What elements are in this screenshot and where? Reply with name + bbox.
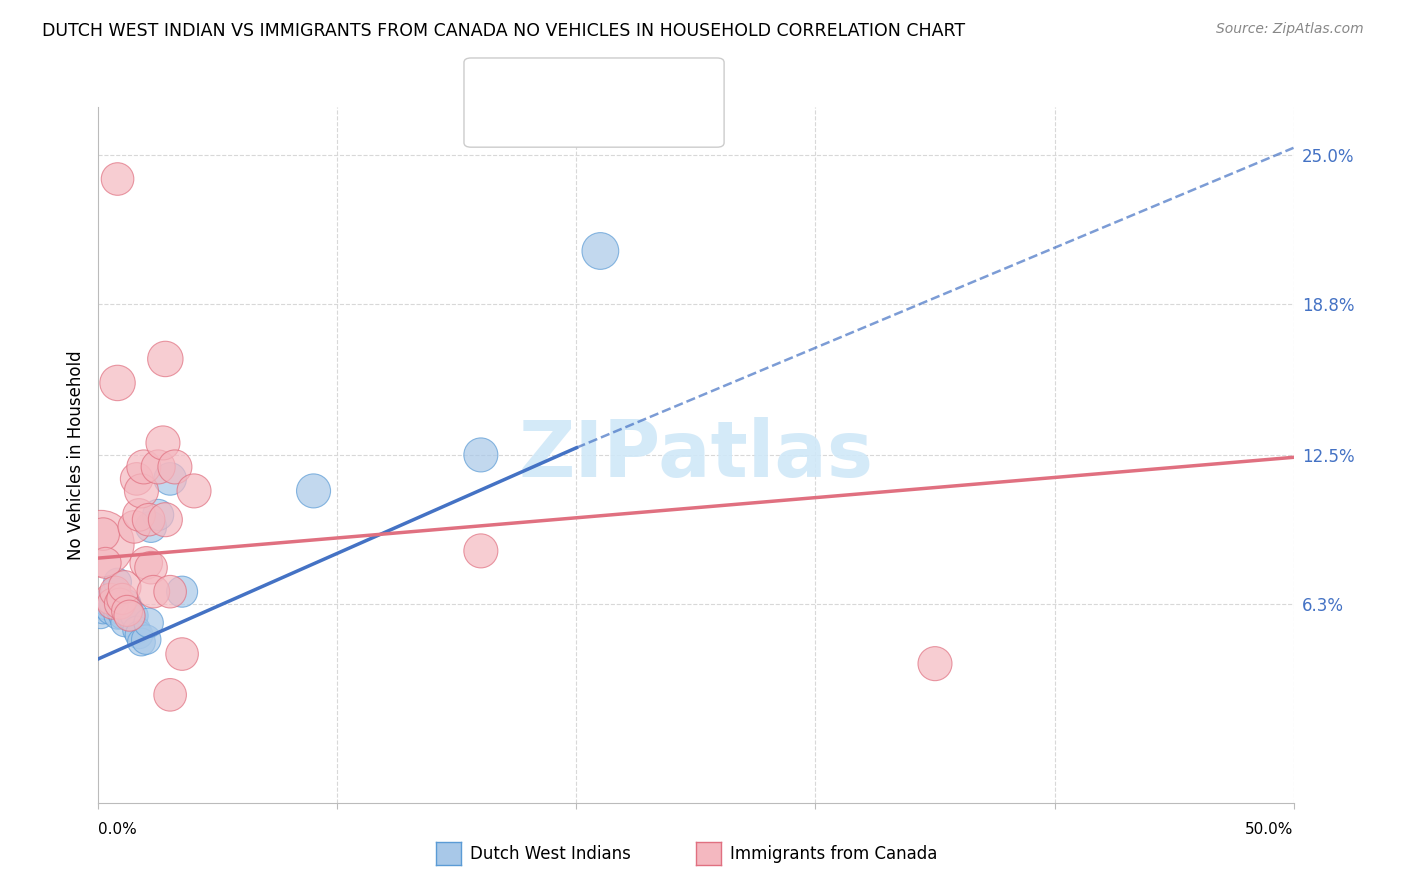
Point — [139, 520, 162, 534]
Point — [94, 599, 117, 613]
Text: 50.0%: 50.0% — [1246, 822, 1294, 837]
Point — [135, 632, 157, 647]
Text: 33: 33 — [640, 111, 661, 128]
Point — [142, 584, 165, 599]
Text: 0.0%: 0.0% — [98, 822, 138, 837]
Point — [118, 608, 141, 623]
Point — [114, 615, 136, 630]
Point — [90, 608, 112, 623]
Point — [138, 513, 160, 527]
Point — [107, 608, 129, 623]
Point — [98, 591, 122, 606]
Point — [97, 597, 120, 611]
Point — [124, 608, 146, 623]
Point — [172, 647, 194, 661]
Point — [98, 604, 122, 618]
Point — [159, 584, 181, 599]
Point — [152, 436, 174, 450]
Point — [101, 597, 124, 611]
Point — [148, 459, 170, 474]
Point — [107, 172, 129, 186]
Point — [111, 591, 134, 606]
Text: 0.365: 0.365 — [555, 77, 603, 95]
Point — [148, 508, 170, 522]
Text: R =: R = — [522, 111, 558, 128]
Point — [155, 351, 177, 366]
Point — [155, 513, 177, 527]
Point — [107, 376, 129, 390]
Point — [104, 584, 127, 599]
Text: R =: R = — [522, 77, 558, 95]
Text: 0.095: 0.095 — [555, 111, 603, 128]
Point — [159, 472, 181, 486]
Point — [118, 604, 141, 618]
Point — [111, 597, 134, 611]
Point — [159, 688, 181, 702]
Point — [104, 584, 127, 599]
Point — [128, 508, 150, 522]
Point — [589, 244, 612, 258]
Point — [470, 544, 492, 558]
Point — [924, 657, 946, 671]
Text: DUTCH WEST INDIAN VS IMMIGRANTS FROM CANADA NO VEHICLES IN HOUSEHOLD CORRELATION: DUTCH WEST INDIAN VS IMMIGRANTS FROM CAN… — [42, 22, 966, 40]
Text: Immigrants from Canada: Immigrants from Canada — [730, 845, 936, 863]
Y-axis label: No Vehicles in Household: No Vehicles in Household — [66, 350, 84, 560]
Point — [131, 635, 153, 649]
Point — [115, 604, 138, 618]
Point — [163, 459, 186, 474]
Point — [172, 584, 194, 599]
Point — [114, 580, 136, 594]
Point — [302, 483, 325, 498]
Point — [115, 597, 138, 611]
Point — [183, 483, 205, 498]
Point — [125, 623, 148, 637]
Point — [94, 556, 117, 570]
Point — [91, 527, 114, 541]
Point — [108, 597, 131, 611]
Point — [128, 628, 150, 642]
Point — [125, 472, 148, 486]
Point — [101, 597, 124, 611]
Point — [138, 615, 160, 630]
Text: Source: ZipAtlas.com: Source: ZipAtlas.com — [1216, 22, 1364, 37]
Point — [139, 560, 162, 574]
Point — [108, 604, 131, 618]
Point — [132, 459, 155, 474]
Text: ZIPatlas: ZIPatlas — [519, 417, 873, 493]
Point — [91, 604, 114, 618]
Text: Dutch West Indians: Dutch West Indians — [470, 845, 630, 863]
Point — [124, 520, 146, 534]
Point — [121, 611, 143, 625]
Text: 30: 30 — [640, 77, 661, 95]
Text: N =: N = — [609, 77, 645, 95]
Point — [98, 591, 122, 606]
Point — [107, 575, 129, 590]
Point — [90, 537, 112, 551]
Point — [111, 608, 134, 623]
Point — [131, 483, 153, 498]
Point — [470, 448, 492, 462]
Point — [135, 556, 157, 570]
Text: N =: N = — [609, 111, 645, 128]
